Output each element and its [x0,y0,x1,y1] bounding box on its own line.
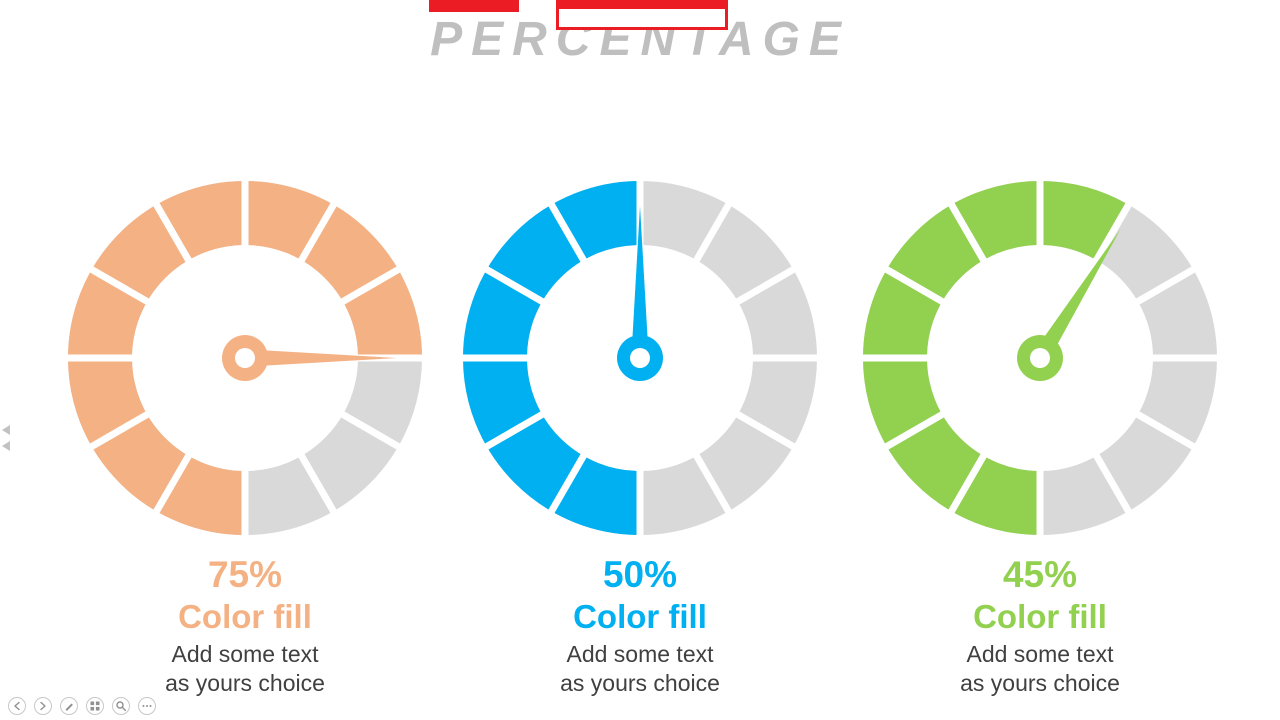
slideshow-toolbar [8,697,156,715]
gauge-chart-green [862,180,1218,536]
description: Add some text as yours choice [165,640,325,698]
description-line2: as yours choice [960,670,1120,697]
description-line2: as yours choice [165,670,325,697]
see-all-slides-button[interactable] [86,697,104,715]
chevron-right-icon [40,701,46,711]
zoom-button[interactable] [112,697,130,715]
ellipsis-icon [142,705,152,707]
gauge-section-green: 45% Color fill Add some text as yours ch… [862,180,1218,698]
color-fill-label: Color fill [573,597,707,635]
percent-label: 75% [207,554,283,595]
pen-tools-button[interactable] [60,697,78,715]
chevron-left-icon [14,701,20,711]
description-line1: Add some text [966,641,1114,668]
slides-grid-icon [90,701,100,711]
magnifier-icon [116,701,127,712]
description: Add some text as yours choice [960,640,1120,698]
color-fill-label: Color fill [973,597,1107,635]
edge-collapse-arrow-icon[interactable] [2,441,10,451]
pen-icon [65,703,73,711]
gauge-chart-orange [67,180,423,536]
description-line1: Add some text [566,641,714,668]
description-line2: as yours choice [560,670,720,697]
gauge-section-blue: 50% Color fill Add some text as yours ch… [462,180,818,698]
next-slide-button[interactable] [34,697,52,715]
percent-label: 50% [602,554,678,595]
previous-slide-button[interactable] [8,697,26,715]
red-overlay-box [556,0,728,30]
color-fill-label: Color fill [178,597,312,635]
description-line1: Add some text [171,641,319,668]
description: Add some text as yours choice [560,640,720,698]
edge-collapse-arrow-icon[interactable] [2,425,10,435]
more-options-button[interactable] [138,697,156,715]
gauge-chart-blue [462,180,818,536]
red-overlay-bar [429,0,519,12]
percent-label: 45% [1002,554,1078,595]
gauge-section-orange: 75% Color fill Add some text as yours ch… [67,180,423,698]
